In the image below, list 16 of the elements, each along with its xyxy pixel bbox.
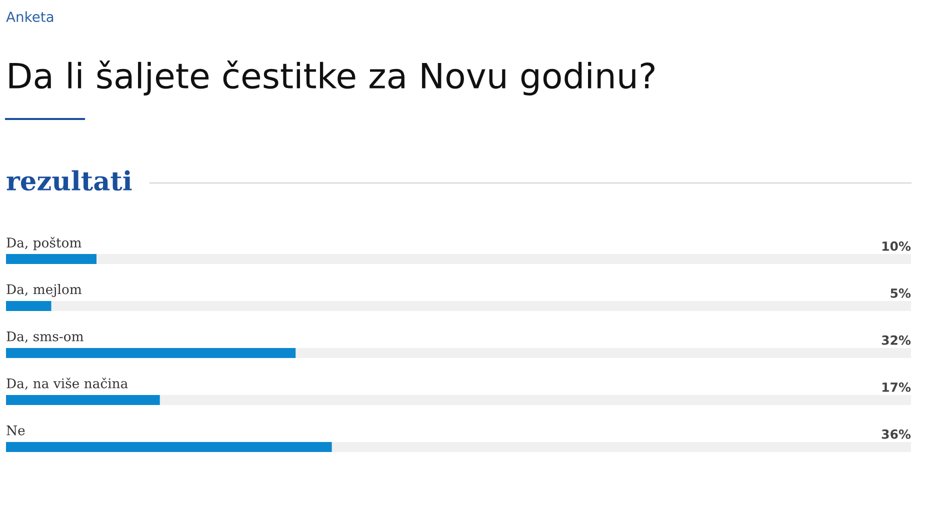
text: Anketa <box>6 11 54 22</box>
data-label: 5% <box>890 288 911 298</box>
bar <box>6 301 52 311</box>
chart-title: Da li šaljete čestitke za Novu godinu? <box>9 60 654 96</box>
y-tick-label: Ne <box>6 426 25 436</box>
data-label: 10% <box>882 241 911 251</box>
chart-subtitle: rezultati <box>6 170 132 191</box>
y-tick-label: Da, mejlom <box>6 284 82 297</box>
data-label: 17% <box>882 382 911 392</box>
data-label: 32% <box>882 335 911 345</box>
y-tick-label: Da, sms-om <box>6 332 84 343</box>
bar <box>6 395 160 405</box>
bar <box>6 254 96 264</box>
y-tick-label: Da, poštom <box>6 236 82 250</box>
data-label: 36% <box>882 429 911 439</box>
y-tick-label: Da, na više načina <box>6 378 128 390</box>
